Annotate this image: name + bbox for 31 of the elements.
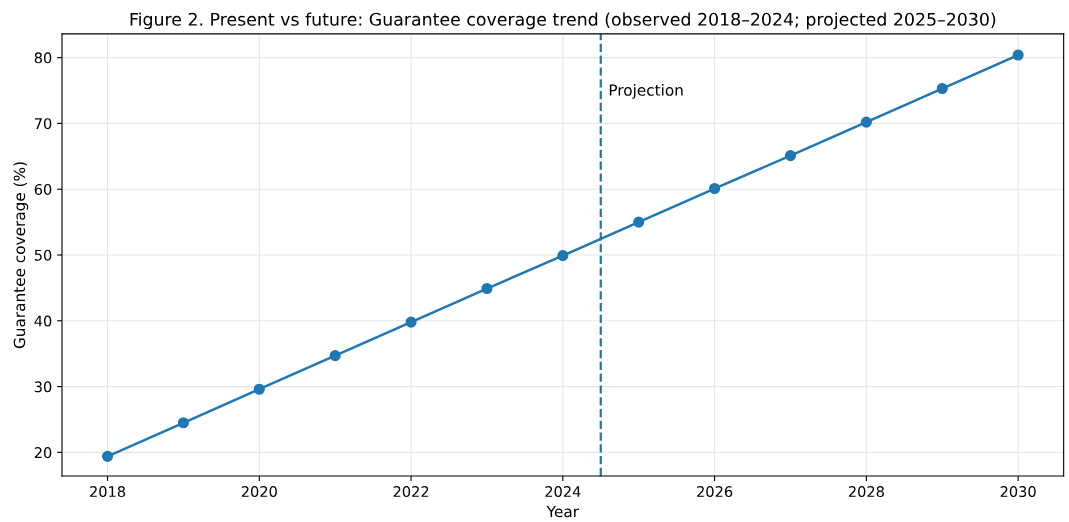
chart-title: Figure 2. Present vs future: Guarantee coverage trend (observed 2018–2024; projected 2025–2030) — [130, 12, 996, 30]
y-tick-label: 30 — [34, 381, 52, 393]
y-tick-label: 50 — [34, 249, 52, 261]
point — [329, 350, 341, 362]
x-tick-label: 2020 — [241, 486, 277, 498]
x-tick-label: 2018 — [90, 486, 126, 498]
x-tick-label: 2030 — [1000, 486, 1036, 498]
point — [784, 150, 797, 162]
y-tick-label: 20 — [34, 447, 52, 459]
y-tick-label: 70 — [34, 118, 52, 130]
point — [936, 82, 948, 95]
point — [177, 417, 189, 429]
point — [860, 116, 872, 128]
point — [405, 316, 417, 328]
y-tick-label: 80 — [34, 52, 52, 64]
x-tick-label: 2026 — [697, 486, 733, 498]
point — [1012, 49, 1024, 61]
point — [253, 383, 265, 395]
x-tick-label: 2022 — [393, 486, 429, 498]
x-tick-label: 2024 — [545, 486, 581, 498]
point — [709, 182, 721, 195]
ref-line-label: Projection — [609, 84, 683, 99]
x-tick-label: 2028 — [848, 486, 884, 498]
y-tick-label: 40 — [34, 315, 52, 327]
y-axis-title: Guarantee coverage (%) — [13, 162, 29, 349]
point — [557, 250, 569, 262]
point — [633, 216, 645, 228]
point — [481, 282, 493, 295]
point — [101, 450, 114, 462]
y-tick-label: 60 — [34, 183, 52, 195]
x-axis-title: Year — [546, 505, 579, 518]
